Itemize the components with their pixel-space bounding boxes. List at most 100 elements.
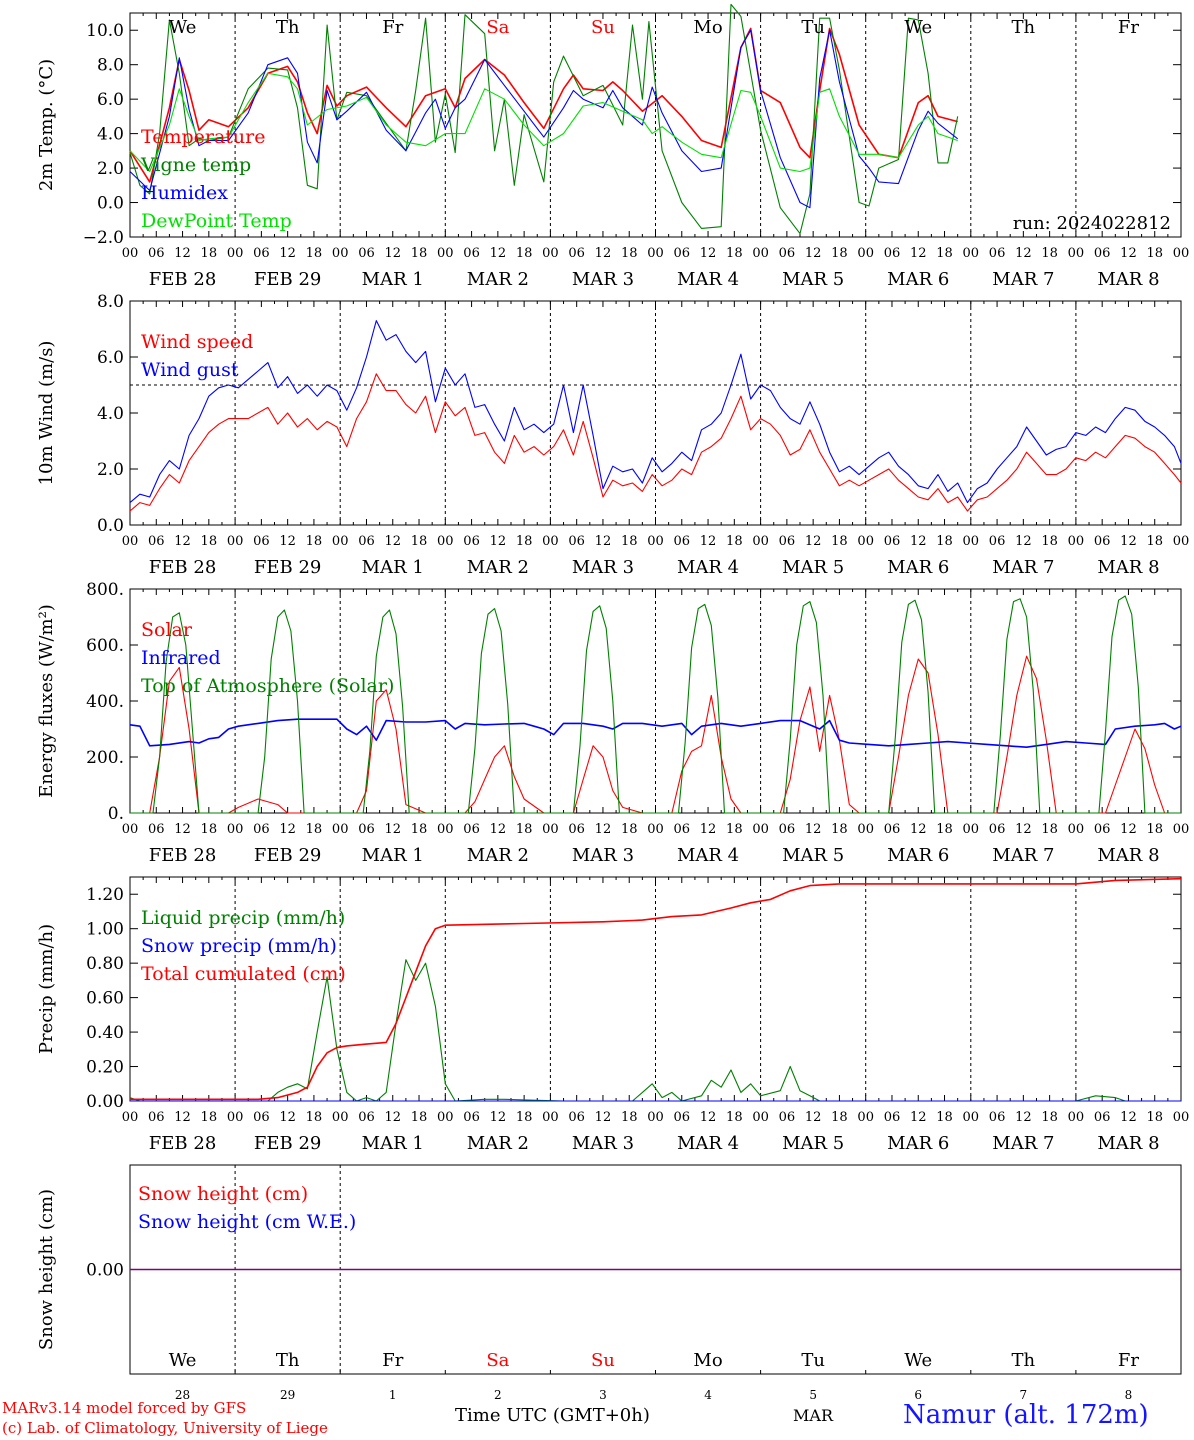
snow-day-number: 29 xyxy=(280,1388,295,1402)
wind-hour-label: 00 xyxy=(542,534,559,549)
temperature-hour-label: 06 xyxy=(463,246,480,261)
energy-hour-label: 12 xyxy=(384,822,401,837)
temperature-hour-label: 06 xyxy=(148,246,165,261)
temperature-hour-label: 12 xyxy=(805,246,822,261)
energy-hour-label: 18 xyxy=(201,822,218,837)
energy-hour-label: 06 xyxy=(358,822,375,837)
energy-hour-label: 00 xyxy=(122,822,139,837)
energy-hour-label: 00 xyxy=(227,822,244,837)
precip-date-label: MAR 4 xyxy=(677,1133,739,1154)
energy-hour-label: 12 xyxy=(1120,822,1137,837)
wind-hour-label: 18 xyxy=(621,534,638,549)
temperature-date-label: MAR 2 xyxy=(467,269,529,290)
wind-hour-label: 06 xyxy=(779,534,796,549)
wind-hour-label: 00 xyxy=(437,534,454,549)
snow-weekday-label: Su xyxy=(591,1350,615,1371)
wind-hour-label: 00 xyxy=(122,534,139,549)
wind-hour-label: 06 xyxy=(568,534,585,549)
precip-date-label: MAR 7 xyxy=(992,1133,1054,1154)
wind-hour-label: 06 xyxy=(148,534,165,549)
wind-hour-label: 06 xyxy=(989,534,1006,549)
temperature-hour-label: 06 xyxy=(568,246,585,261)
energy-hour-label: 18 xyxy=(726,822,743,837)
energy-hour-label: 00 xyxy=(752,822,769,837)
temperature-series-dewpoint-temp xyxy=(129,72,958,173)
precip-hour-label: 18 xyxy=(621,1110,638,1125)
precip-hour-label: 12 xyxy=(279,1110,296,1125)
precip-hour-label: 06 xyxy=(358,1110,375,1125)
precip-hour-label: 06 xyxy=(463,1110,480,1125)
energy-hour-label: 18 xyxy=(1146,822,1163,837)
wind-hour-label: 18 xyxy=(936,534,953,549)
wind-date-label: MAR 5 xyxy=(782,557,844,578)
snow-legend-snow-height-cm-: Snow height (cm) xyxy=(138,1183,308,1205)
energy-hour-label: 06 xyxy=(989,822,1006,837)
temperature-hour-label: 18 xyxy=(1146,246,1163,261)
wind-legend-wind-gust: Wind gust xyxy=(141,359,239,381)
wind-hour-label: 06 xyxy=(884,534,901,549)
panel-energy: 0. 200. 400. 600. 800. Energy fluxes (W/m²) So… xyxy=(36,580,1189,866)
energy-hour-label: 00 xyxy=(1068,822,1085,837)
precip-hour-label: 00 xyxy=(963,1110,980,1125)
snow-day-number: 1 xyxy=(389,1388,397,1402)
energy-hour-label: 00 xyxy=(647,822,664,837)
wind-hour-label: 12 xyxy=(279,534,296,549)
temperature-date-label: FEB 29 xyxy=(254,269,321,290)
precip-hour-label: 00 xyxy=(542,1110,559,1125)
precip-date-label: FEB 28 xyxy=(149,1133,216,1154)
energy-hour-label: 12 xyxy=(174,822,191,837)
precip-hour-label: 18 xyxy=(1146,1110,1163,1125)
weekday-label: Sa xyxy=(486,17,509,38)
temperature-series-humidex xyxy=(129,29,959,209)
precip-y-tick-label: 0.20 xyxy=(86,1058,124,1078)
temperature-hour-label: 00 xyxy=(332,246,349,261)
temperature-hour-label: 06 xyxy=(253,246,270,261)
temperature-hour-label: 00 xyxy=(542,246,559,261)
temperature-hour-label: 12 xyxy=(595,246,612,261)
wind-hour-label: 18 xyxy=(306,534,323,549)
precip-hour-label: 12 xyxy=(805,1110,822,1125)
energy-hour-label: 12 xyxy=(700,822,717,837)
wind-hour-label: 18 xyxy=(411,534,428,549)
precip-hour-label: 06 xyxy=(1094,1110,1111,1125)
precip-date-label: MAR 8 xyxy=(1097,1133,1159,1154)
precip-y-tick-label: 1.20 xyxy=(86,885,124,905)
precip-date-label: MAR 3 xyxy=(572,1133,634,1154)
precip-hour-label: 00 xyxy=(752,1110,769,1125)
precip-hour-label: 12 xyxy=(595,1110,612,1125)
weekday-label: Th xyxy=(1012,17,1036,38)
energy-hour-label: 18 xyxy=(411,822,428,837)
wind-hour-label: 00 xyxy=(857,534,874,549)
precip-hour-label: 18 xyxy=(516,1110,533,1125)
precip-hour-label: 18 xyxy=(201,1110,218,1125)
wind-hour-label: 00 xyxy=(332,534,349,549)
temperature-y-axis-label: 2m Temp. (°C) xyxy=(36,59,57,191)
temperature-y-tick-label: 0.0 xyxy=(97,194,124,214)
wind-hour-label: 06 xyxy=(1094,534,1111,549)
temperature-hour-label: 00 xyxy=(227,246,244,261)
energy-hour-label: 18 xyxy=(306,822,323,837)
temperature-hour-label: 18 xyxy=(936,246,953,261)
wind-hour-label: 12 xyxy=(1015,534,1032,549)
temperature-hour-label: 12 xyxy=(700,246,717,261)
precip-hour-label: 12 xyxy=(174,1110,191,1125)
temperature-hour-label: 06 xyxy=(1094,246,1111,261)
energy-hour-label: 18 xyxy=(621,822,638,837)
energy-series-infrared xyxy=(129,718,1182,748)
temperature-hour-label: 18 xyxy=(831,246,848,261)
precip-hour-label: 18 xyxy=(831,1110,848,1125)
energy-hour-label: 18 xyxy=(1041,822,1058,837)
precip-hour-label: 00 xyxy=(1068,1110,1085,1125)
energy-hour-label: 06 xyxy=(884,822,901,837)
wind-hour-label: 06 xyxy=(253,534,270,549)
wind-hour-label: 18 xyxy=(201,534,218,549)
wind-date-label: MAR 6 xyxy=(887,557,949,578)
energy-date-label: MAR 6 xyxy=(887,845,949,866)
energy-y-tick-label: 800. xyxy=(86,580,124,600)
precip-hour-label: 00 xyxy=(647,1110,664,1125)
snow-weekday-label: Fr xyxy=(382,1350,403,1371)
panel-precip: 0.00 0.20 0.40 0.60 0.80 1.00 1.20 Precip (mm/h… xyxy=(36,876,1189,1154)
temperature-date-label: MAR 7 xyxy=(992,269,1054,290)
precip-y-tick-label: 0.80 xyxy=(86,954,124,974)
precip-legend-liquid-precip-mm-h-: Liquid precip (mm/h) xyxy=(141,907,345,929)
